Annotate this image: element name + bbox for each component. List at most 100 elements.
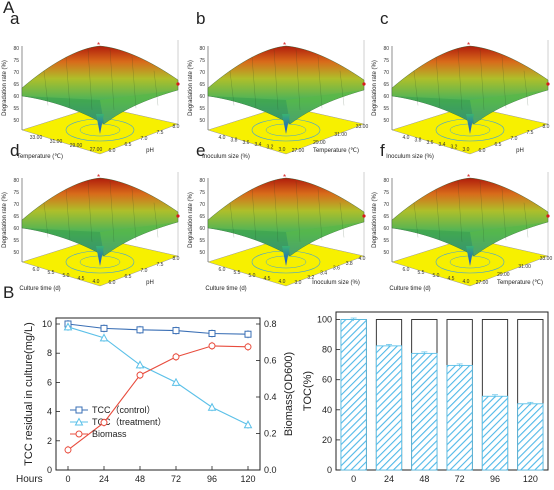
y-tick-label: 6.0: [109, 148, 116, 154]
x-axis-label: Inoculum size (%): [202, 154, 250, 160]
z-tick-label: 50: [13, 250, 19, 256]
x-tick-label: 5.0: [433, 273, 440, 279]
mesh-line: [317, 56, 323, 109]
z-tick-label: 75: [199, 190, 205, 196]
surface-plot-e: e * 80 75 70 65 60 55 50 Degradation rate (%) 6.0 5…: [188, 141, 366, 292]
data-point: [207, 402, 217, 411]
optimum-point: [362, 82, 366, 86]
section-b-label: B: [3, 283, 15, 302]
mesh-line: [413, 202, 419, 238]
mesh-line: [43, 70, 49, 106]
mesh-line: [109, 48, 115, 110]
left-tick-label: 6: [47, 377, 52, 387]
mesh-line: [479, 180, 485, 242]
z-tick-label: 60: [383, 94, 389, 100]
data-point: [244, 330, 252, 338]
x-tick-label: 3.8: [231, 137, 238, 143]
legend-marker: [75, 430, 83, 438]
x-tick-label: 4.5: [448, 276, 455, 282]
optimum-point: [546, 214, 550, 218]
z-tick-label: 60: [199, 226, 205, 232]
panel-label-d: d: [10, 141, 19, 160]
x-tick-label: 24: [99, 474, 109, 484]
optimum-marker: *: [467, 173, 470, 182]
z-tick-label: 70: [383, 202, 389, 208]
y-axis-label: Temperature (℃): [497, 280, 543, 286]
z-tick-label: 70: [383, 70, 389, 76]
mesh-line: [413, 70, 419, 106]
line-chart-frame: [55, 317, 261, 471]
x-tick-label: 4.0: [403, 135, 410, 141]
surface-front: [208, 228, 290, 256]
mesh-line: [131, 188, 137, 241]
optimum-point: [362, 214, 366, 218]
data-point: [172, 353, 180, 361]
optimum-marker: *: [467, 41, 470, 50]
mesh-line: [229, 70, 235, 106]
y-axis-label: pH: [146, 280, 154, 286]
z-tick-label: 65: [383, 214, 389, 220]
y-tick-label: 29.00: [313, 140, 326, 146]
x-tick-label: 6.0: [219, 267, 226, 273]
legend-label: TCC（treatment）: [92, 417, 167, 427]
surface-front: [470, 222, 548, 256]
x-axis-label: Culture time (d): [205, 286, 246, 292]
surface-plot-f: f * 80 75 70 65 60 55 50 Degradation rate (%) 6.0 5…: [372, 141, 552, 292]
mesh-line: [435, 188, 441, 241]
z-tick-label: 60: [199, 94, 205, 100]
y-tick-label: 6.5: [125, 274, 132, 280]
optimum-point: [176, 214, 180, 218]
surface-projection: [466, 114, 474, 134]
z-axis-label: Degradation rate (%): [188, 192, 194, 248]
data-point: [136, 326, 144, 334]
right-tick-label: 0.2: [264, 429, 277, 439]
x-tick-label: 6.0: [403, 267, 410, 273]
right-axis-label: Biomass(OD600): [283, 352, 295, 436]
surface-projection: [96, 246, 104, 266]
x-axis-label: Culture time (d): [389, 286, 430, 292]
y-tick-label: 3.2: [307, 275, 314, 281]
bar-category-label: 120: [523, 474, 538, 484]
optimum-marker: *: [97, 173, 100, 182]
x-tick-label: 3.0: [279, 147, 286, 153]
z-tick-label: 80: [383, 46, 389, 52]
x-tick-label: 27.00: [90, 147, 103, 153]
z-tick-label: 55: [383, 106, 389, 112]
y-axis-label: Temperature (℃): [313, 148, 359, 154]
mesh-line: [273, 180, 279, 242]
z-tick-label: 65: [13, 82, 19, 88]
z-tick-label: 75: [383, 58, 389, 64]
z-tick-label: 75: [383, 190, 389, 196]
x-axis-label: Hours: [16, 474, 43, 485]
surface-plot-d: d * 80 75 70 65 60 55 50 Degradation rate (%) 6.0 5…: [2, 141, 180, 292]
data-point: [100, 419, 108, 427]
y-tick-label: 27.00: [476, 280, 489, 286]
x-tick-label: 3.0: [463, 147, 470, 153]
mesh-line: [501, 56, 507, 109]
panel-label-b: b: [196, 9, 205, 28]
bar: [340, 319, 367, 471]
mesh-line: [251, 56, 257, 109]
x-tick-label: 4.5: [264, 276, 271, 282]
mesh-line: [435, 56, 441, 109]
series-line-2: [67, 345, 249, 451]
y-tick-label: 31.00: [334, 132, 347, 138]
bar-chart-frame: [335, 311, 549, 471]
surface-front: [470, 90, 548, 124]
surface-plot-c: c * 80 75 70 65 60 55 50 Degradation rate (%) 4.0 3…: [372, 9, 550, 160]
optimum-marker: *: [283, 41, 286, 50]
x-tick-label: 48: [135, 474, 145, 484]
surface-front: [392, 96, 474, 124]
surface-front: [100, 222, 178, 256]
bar-y-tick-label: 20: [322, 435, 332, 445]
z-tick-label: 70: [13, 70, 19, 76]
y-tick-label: 6.0: [479, 148, 486, 154]
optimum-point: [546, 82, 550, 86]
y-tick-label: 31.00: [518, 264, 531, 270]
surface-front: [22, 228, 104, 256]
bar-category-label: 48: [419, 474, 429, 484]
data-point: [136, 371, 144, 379]
panel-label-a: a: [10, 9, 20, 28]
x-axis-label: Inoculum size (%): [386, 154, 434, 160]
